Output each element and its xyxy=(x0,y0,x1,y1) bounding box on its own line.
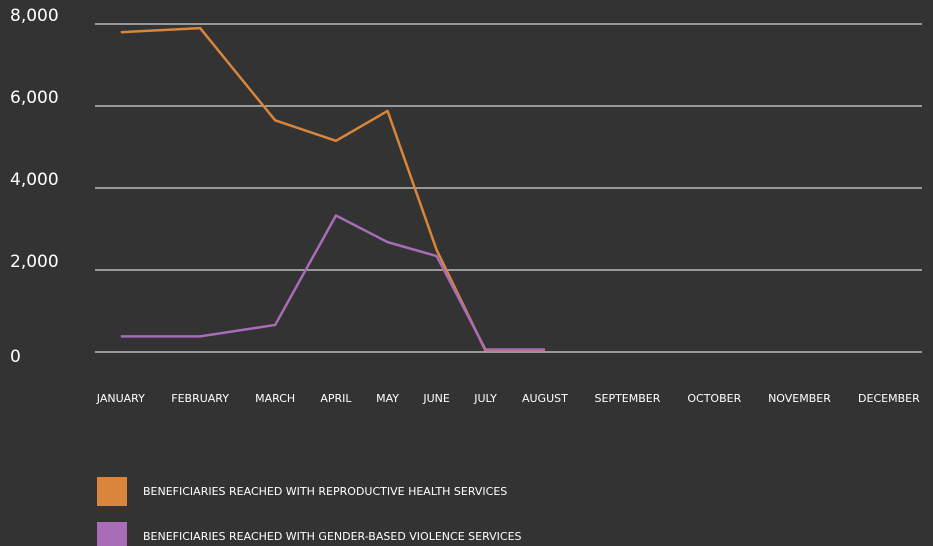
series-line xyxy=(120,26,545,353)
legend-label: BENEFICIARIES REACHED WITH REPRODUCTIVE … xyxy=(143,485,507,498)
x-tick-label: AUGUST xyxy=(522,392,568,405)
x-tick-label: MAY xyxy=(376,392,399,405)
x-tick-label: FEBRUARY xyxy=(171,392,229,405)
x-tick-label: OCTOBER xyxy=(687,392,741,405)
x-tick-label: DECEMBER xyxy=(858,392,920,405)
x-tick-label: SEPTEMBER xyxy=(595,392,661,405)
x-tick-label: JANUARY xyxy=(96,392,145,405)
y-tick-label: 4,000 xyxy=(10,170,59,190)
y-tick-label: 0 xyxy=(10,347,21,367)
y-tick-label: 2,000 xyxy=(10,252,59,272)
y-tick-label: 8,000 xyxy=(10,6,59,26)
legend-label: BENEFICIARIES REACHED WITH GENDER-BASED … xyxy=(143,530,522,543)
y-tick-label: 6,000 xyxy=(10,88,59,108)
x-tick-label: JULY xyxy=(473,392,497,405)
legend-swatch xyxy=(97,522,127,546)
legend-swatch xyxy=(97,477,127,506)
x-tick-label: JUNE xyxy=(422,392,450,405)
series-line xyxy=(120,214,545,351)
x-tick-label: NOVEMBER xyxy=(768,392,831,405)
x-tick-label: APRIL xyxy=(320,392,352,405)
x-tick-label: MARCH xyxy=(255,392,295,405)
